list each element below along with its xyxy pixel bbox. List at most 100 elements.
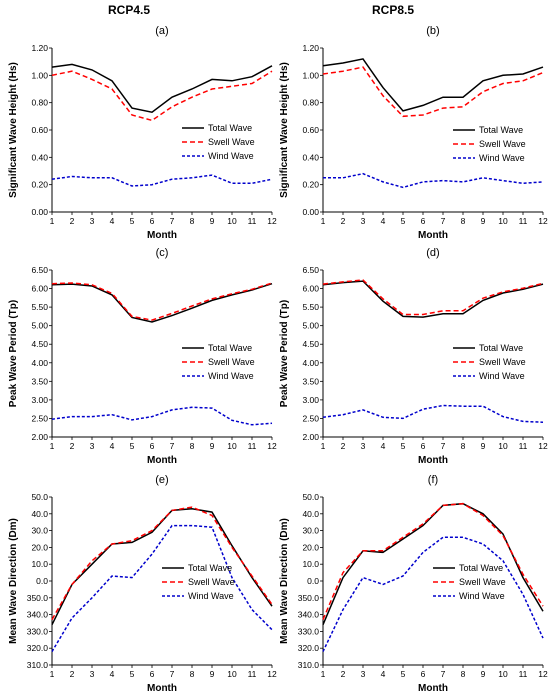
- series-line-wind: [51, 174, 273, 187]
- y-tick-label: 0.60: [31, 125, 48, 135]
- x-tick-label: 4: [110, 441, 115, 451]
- x-tick-label: 12: [267, 441, 277, 451]
- panel-label: (a): [155, 25, 168, 37]
- y-axis-label: Significant Wave Height (Hs): [8, 62, 19, 198]
- x-tick-label: 3: [90, 216, 95, 226]
- series-line-total: [51, 508, 273, 626]
- legend-label-swell: Swell Wave: [479, 139, 526, 149]
- panel-c: (c) 2.00 2.50 3.00 3.50 4.00 4.50 5.00 5.50 6.00 6…: [8, 247, 277, 466]
- x-tick-label: 5: [401, 216, 406, 226]
- y-tick-label: 310.0: [27, 660, 49, 670]
- series-line-wind: [323, 172, 544, 189]
- panel-label: (f): [428, 474, 438, 486]
- x-tick-label: 3: [90, 441, 95, 451]
- x-tick-label: 11: [248, 669, 257, 679]
- x-tick-label: 6: [421, 669, 426, 679]
- y-axis-label: Peak Wave Period (Tp): [8, 300, 19, 407]
- y-tick-label: 50.0: [302, 492, 319, 502]
- x-tick-label: 7: [170, 441, 175, 451]
- series-line-total: [51, 282, 273, 323]
- x-tick-label: 3: [361, 669, 366, 679]
- y-tick-label: 30.0: [31, 526, 48, 536]
- y-tick-label: 330.0: [298, 626, 320, 636]
- x-tick-label: 9: [481, 441, 486, 451]
- x-tick-label: 3: [361, 441, 366, 451]
- x-tick-label: 2: [70, 669, 75, 679]
- y-tick-label: 3.50: [31, 376, 48, 386]
- panel-b: (b)0.000.200.400.600.801.001.201 2 3 4 5 6 7 8 9…: [279, 25, 548, 241]
- x-tick-label: 4: [381, 441, 386, 451]
- x-tick-label: 9: [210, 669, 215, 679]
- x-tick-label: 8: [461, 216, 466, 226]
- y-tick-label: 2.50: [302, 413, 319, 423]
- y-tick-label: 10.0: [31, 559, 48, 569]
- y-tick-label: 0.80: [31, 98, 48, 108]
- x-tick-label: 9: [481, 216, 486, 226]
- legend-label-wind: Wind Wave: [208, 371, 254, 381]
- x-tick-label: 1: [321, 216, 326, 226]
- x-tick-label: 1: [50, 441, 55, 451]
- legend-label-wind: Wind Wave: [479, 371, 525, 381]
- y-tick-label: 5.00: [31, 321, 48, 331]
- panel-label: (b): [426, 25, 439, 37]
- x-tick-label: 7: [170, 216, 175, 226]
- y-tick-label: 4.50: [31, 339, 48, 349]
- y-tick-label: 50.0: [31, 492, 48, 502]
- legend-label-swell: Swell Wave: [459, 577, 506, 587]
- x-tick-label: 10: [227, 669, 237, 679]
- x-tick-label: 1: [321, 441, 326, 451]
- x-tick-label: 2: [341, 216, 346, 226]
- y-tick-label: 1.00: [31, 70, 48, 80]
- x-tick-label: 9: [481, 669, 486, 679]
- legend-label-swell: Swell Wave: [208, 357, 255, 367]
- x-tick-label: 6: [150, 441, 155, 451]
- y-tick-label: 1.20: [302, 43, 319, 53]
- x-tick-label: 11: [519, 441, 528, 451]
- y-tick-label: 20.0: [302, 542, 319, 552]
- y-tick-label: 6.00: [302, 284, 319, 294]
- y-tick-label: 3.00: [302, 395, 319, 405]
- x-tick-label: 11: [519, 216, 528, 226]
- series-line-total: [51, 63, 273, 114]
- y-tick-label: 4.00: [302, 358, 319, 368]
- panel-label: (d): [426, 247, 439, 259]
- y-tick-label: 5.50: [31, 302, 48, 312]
- x-tick-label: 2: [70, 441, 75, 451]
- y-tick-label: 1.00: [302, 70, 319, 80]
- x-tick-label: 12: [267, 216, 277, 226]
- x-tick-label: 2: [70, 216, 75, 226]
- y-tick-label: 340.0: [27, 610, 49, 620]
- x-axis-label: Month: [418, 455, 448, 466]
- y-tick-label: 0.0: [36, 576, 48, 586]
- x-tick-label: 10: [498, 441, 508, 451]
- x-tick-label: 11: [519, 669, 528, 679]
- legend-label-wind: Wind Wave: [459, 591, 505, 601]
- y-tick-label: 330.0: [27, 626, 49, 636]
- x-tick-label: 4: [110, 669, 115, 679]
- y-axis-label: Peak Wave Period (Tp): [279, 300, 290, 407]
- y-tick-label: 350.0: [298, 593, 320, 603]
- legend-label-total: Total Wave: [479, 125, 523, 135]
- y-tick-label: 30.0: [302, 526, 319, 536]
- x-tick-label: 5: [130, 669, 135, 679]
- x-tick-label: 10: [227, 441, 237, 451]
- y-tick-label: 0.40: [302, 152, 319, 162]
- series-line-swell: [51, 70, 273, 122]
- y-tick-label: 310.0: [298, 660, 320, 670]
- y-tick-label: 5.50: [302, 302, 319, 312]
- panel-label: (c): [156, 247, 169, 259]
- x-tick-label: 9: [210, 216, 215, 226]
- panel-d: (d) 2.00 2.50 3.00 3.50 4.00 4.50 5.00 5.50 6.00 6…: [279, 247, 548, 466]
- x-tick-label: 2: [341, 669, 346, 679]
- x-axis-label: Month: [418, 230, 448, 241]
- x-tick-label: 12: [538, 441, 548, 451]
- y-tick-label: 4.50: [302, 339, 319, 349]
- y-tick-label: 2.00: [31, 432, 48, 442]
- x-tick-label: 10: [498, 216, 508, 226]
- column-title-rcp85: RCP8.5: [372, 3, 415, 17]
- y-tick-label: 6.50: [302, 265, 319, 275]
- y-tick-label: 1.20: [31, 43, 48, 53]
- x-tick-label: 1: [321, 669, 326, 679]
- x-tick-label: 7: [170, 669, 175, 679]
